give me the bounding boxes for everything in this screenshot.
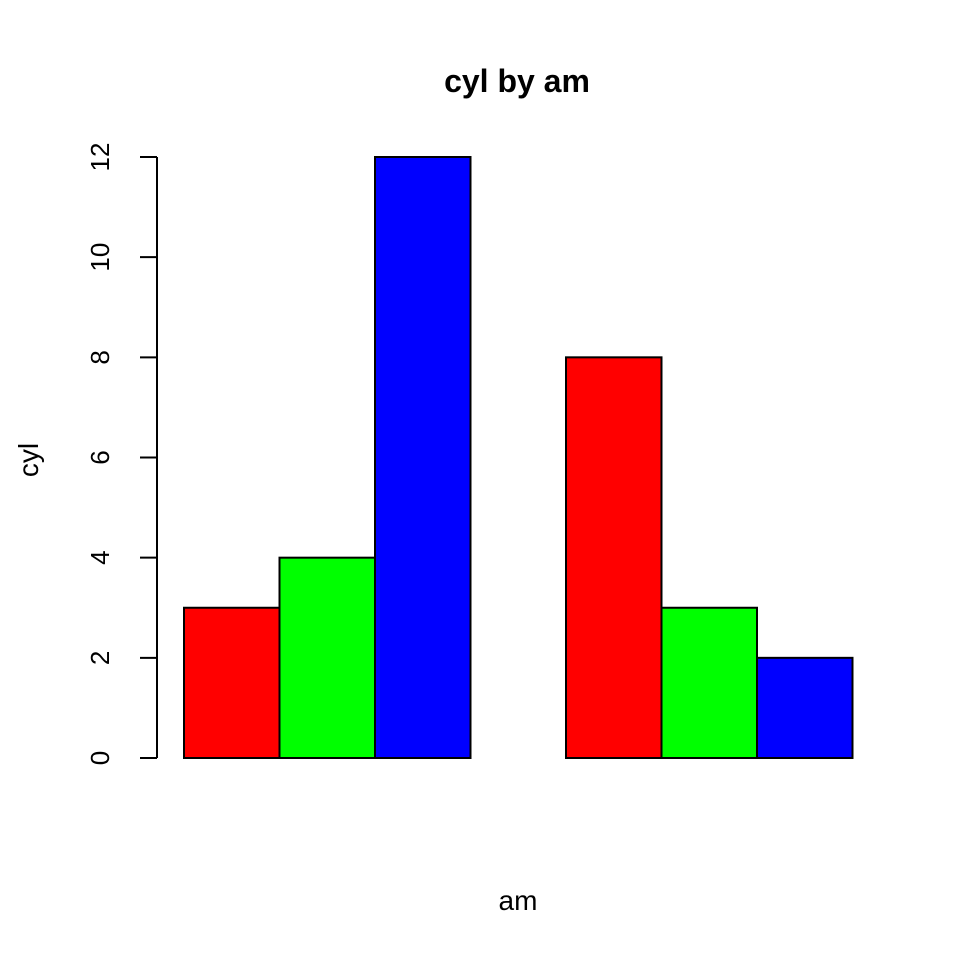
y-tick-label: 4 xyxy=(85,550,115,564)
y-tick-label: 8 xyxy=(85,350,115,364)
bars xyxy=(183,156,854,760)
chart-title: cyl by am xyxy=(444,63,590,99)
bar-group2-series1 xyxy=(565,356,663,759)
bar-group1-series2 xyxy=(278,556,376,760)
bar-group2-series2 xyxy=(660,606,758,759)
y-tick-label: 2 xyxy=(85,651,115,665)
bar-group1-series3 xyxy=(374,156,472,759)
bar-group2-series3 xyxy=(756,656,854,759)
y-axis: 0 2 4 6 8 10 12 xyxy=(85,143,158,765)
x-axis-label: am xyxy=(499,885,538,916)
bar-group1-series1 xyxy=(183,606,281,759)
y-axis-label: cyl xyxy=(13,443,44,477)
y-tick-label: 12 xyxy=(85,143,115,172)
y-tick-label: 10 xyxy=(85,243,115,272)
y-tick-label: 6 xyxy=(85,450,115,464)
y-tick-label: 0 xyxy=(85,751,115,765)
